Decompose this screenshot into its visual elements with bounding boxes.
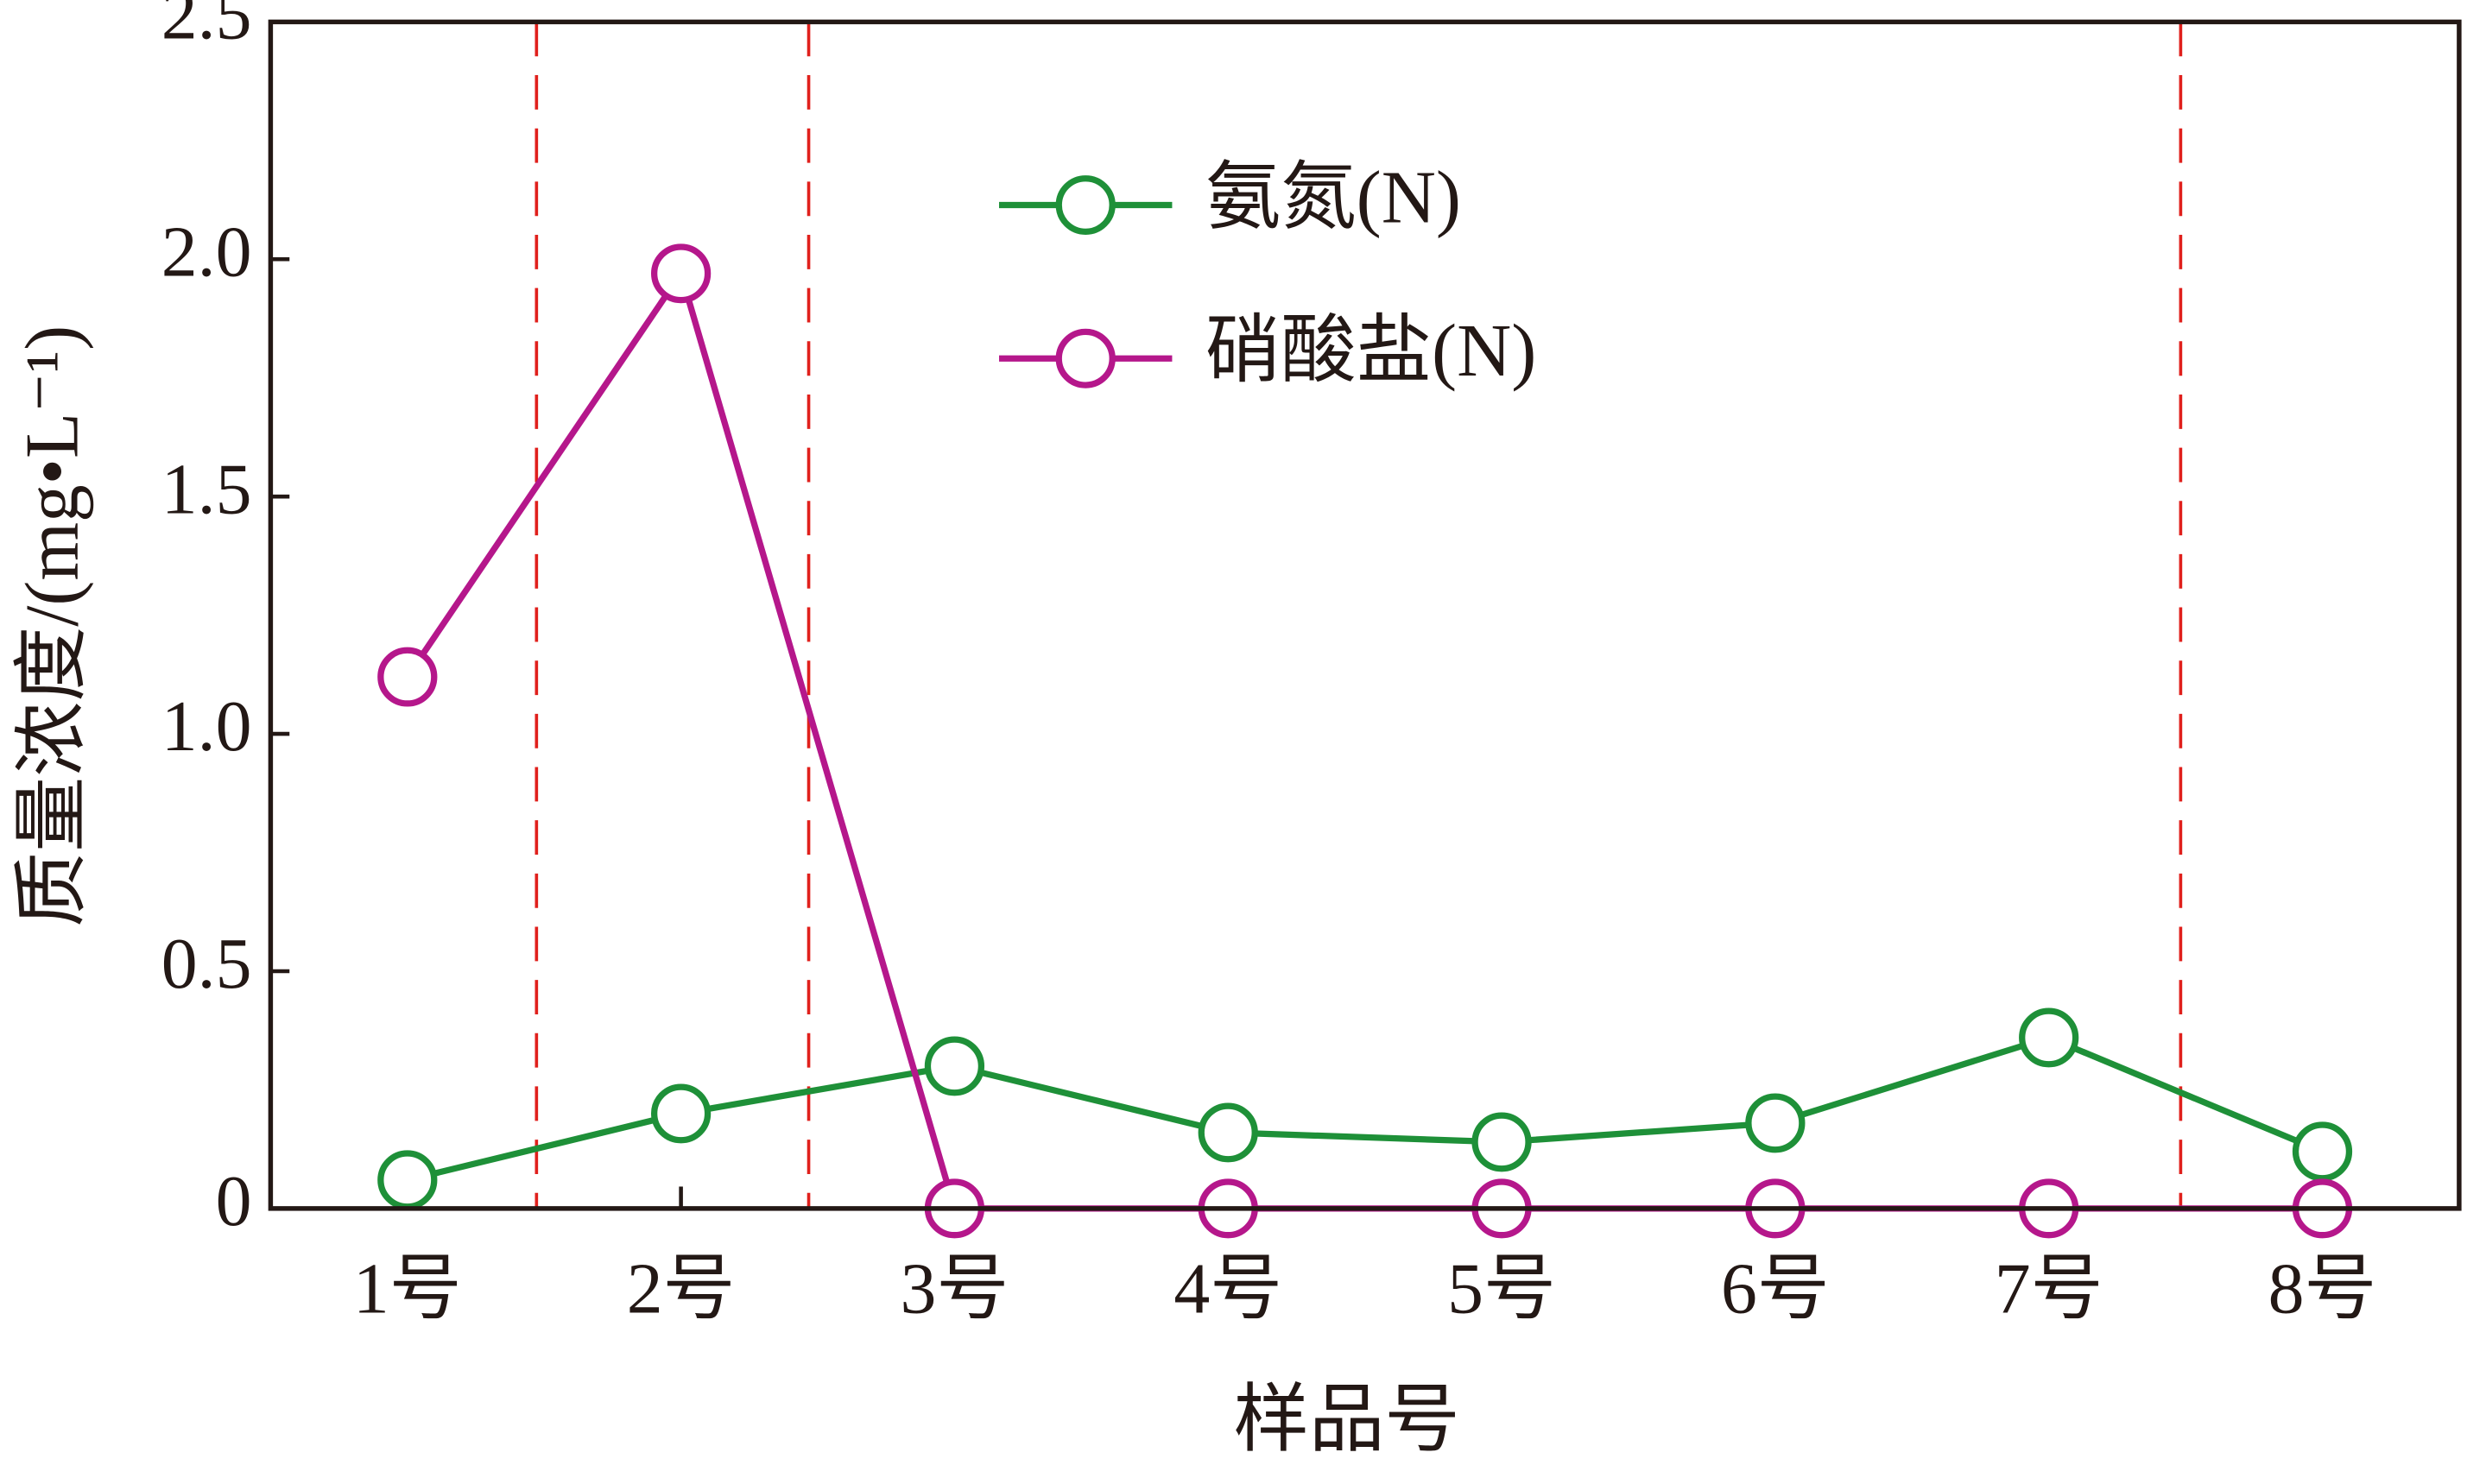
x-tick-label: 3号 — [901, 1249, 1009, 1329]
y-tick-label: 0 — [216, 1161, 252, 1241]
y-tick-label: 1.0 — [161, 686, 252, 767]
y-tick-label: 0.5 — [161, 924, 252, 1004]
series-line — [406, 1034, 2324, 1184]
y-tick-label: 2.5 — [161, 0, 252, 54]
marker — [1198, 1102, 1258, 1163]
legend-label: 氨氮(N) — [1205, 155, 1461, 239]
y-tick-label: 2.0 — [161, 212, 252, 293]
x-axis-label: 样品号 — [1234, 1378, 1460, 1462]
marker — [1745, 1093, 1806, 1153]
x-tick-label: 8号 — [2268, 1249, 2377, 1329]
legend-label: 硝酸盐(N) — [1205, 308, 1537, 392]
marker — [924, 1036, 985, 1096]
marker — [650, 1083, 712, 1144]
marker — [2019, 1007, 2079, 1068]
x-tick-label: 6号 — [1721, 1249, 1830, 1329]
legend-marker — [1055, 328, 1116, 388]
x-tick-label: 4号 — [1173, 1249, 1282, 1329]
divider-lines — [535, 22, 2183, 1209]
marker — [2292, 1121, 2353, 1182]
x-tick-label: 1号 — [353, 1249, 462, 1329]
plot-frame — [268, 19, 2462, 1211]
marker — [377, 1150, 438, 1210]
series-line — [404, 266, 2323, 1212]
marker — [650, 243, 712, 304]
y-axis-label: 质量浓度/(mg•L⁻¹) — [9, 325, 93, 927]
x-tick-label: 2号 — [627, 1249, 736, 1329]
x-tick-label: 7号 — [1995, 1249, 2103, 1329]
marker — [377, 647, 438, 707]
legend-marker — [1055, 175, 1116, 235]
x-tick-label: 5号 — [1447, 1249, 1556, 1329]
marker — [1471, 1112, 1532, 1172]
y-tick-label: 1.5 — [161, 449, 252, 529]
